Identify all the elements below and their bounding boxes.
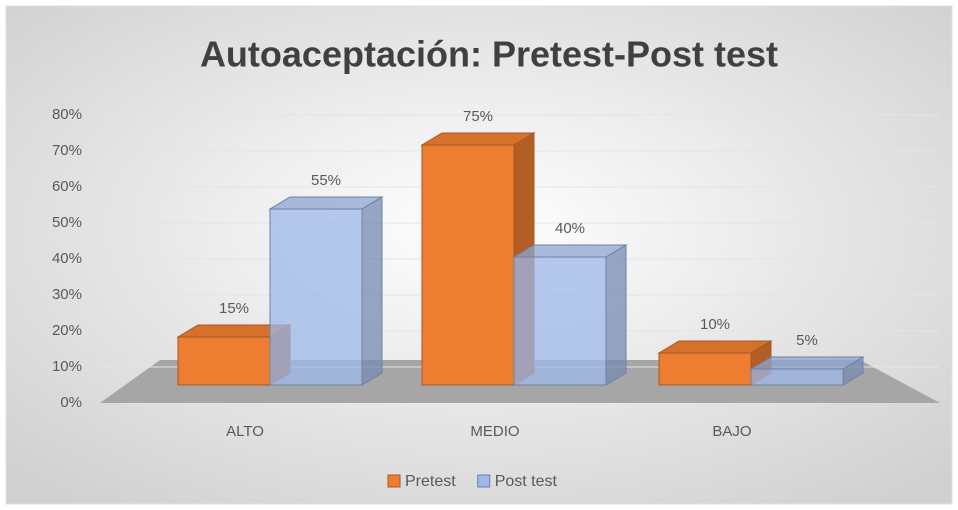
y-tick-label: 70% bbox=[52, 142, 82, 159]
x-tick-label: ALTO bbox=[226, 423, 264, 440]
data-label: 15% bbox=[219, 300, 249, 317]
legend-swatch bbox=[387, 474, 401, 488]
y-tick-label: 10% bbox=[52, 358, 82, 375]
data-label: 10% bbox=[700, 316, 730, 333]
bar-side bbox=[605, 244, 627, 386]
data-label: 40% bbox=[555, 220, 585, 237]
x-tick-label: MEDIO bbox=[470, 423, 519, 440]
y-tick-label: 20% bbox=[52, 322, 82, 339]
bar bbox=[750, 368, 844, 386]
data-label: 75% bbox=[463, 108, 493, 125]
data-label: 55% bbox=[311, 172, 341, 189]
x-tick-label: BAJO bbox=[712, 423, 751, 440]
y-tick-label: 30% bbox=[52, 286, 82, 303]
y-tick-label: 50% bbox=[52, 214, 82, 231]
y-tick-label: 40% bbox=[52, 250, 82, 267]
bar bbox=[421, 144, 515, 386]
bar bbox=[177, 336, 271, 386]
legend-label: Pretest bbox=[405, 473, 456, 490]
bar-side bbox=[361, 196, 383, 386]
y-tick-label: 60% bbox=[52, 178, 82, 195]
legend-label: Post test bbox=[495, 473, 558, 490]
bar bbox=[269, 208, 363, 386]
data-label: 5% bbox=[796, 332, 818, 349]
chart-title: Autoaceptación: Pretest-Post test bbox=[200, 34, 778, 75]
bar bbox=[513, 256, 607, 386]
y-tick-label: 80% bbox=[52, 106, 82, 123]
y-tick-label: 0% bbox=[60, 394, 82, 411]
bar bbox=[658, 352, 752, 386]
legend-swatch bbox=[477, 474, 491, 488]
